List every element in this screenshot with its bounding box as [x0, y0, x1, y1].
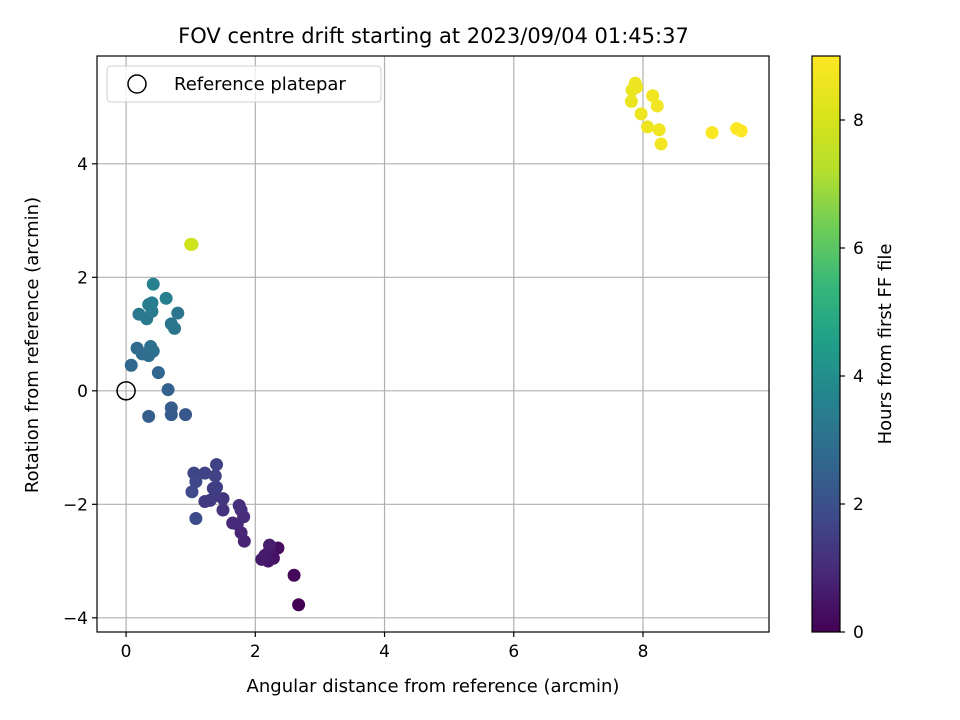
data-point: [641, 120, 655, 134]
colorbar-ticks: 0 2 4 6 8: [840, 111, 864, 643]
data-point: [159, 291, 173, 305]
y-axis-ticks: −4 −2 0 2 4: [63, 155, 97, 629]
data-point: [624, 94, 638, 108]
data-point: [208, 469, 222, 483]
data-point: [216, 503, 230, 517]
data-point: [144, 340, 158, 354]
data-point: [734, 124, 748, 138]
data-point: [255, 552, 269, 566]
y-tick-label: 0: [77, 382, 88, 402]
y-axis-label: Rotation from reference (arcmin): [22, 197, 43, 493]
x-tick-label: 0: [121, 642, 132, 662]
data-point: [151, 366, 165, 380]
data-point: [185, 237, 199, 251]
x-tick-label: 6: [508, 642, 519, 662]
legend-marker-reference-platepar: [127, 74, 147, 94]
colorbar: 0 2 4 6 8 Hours from first FF file: [811, 55, 896, 643]
reference-platepar-marker: [116, 381, 136, 401]
legend: Reference platepar: [106, 65, 382, 103]
colorbar-frame: [811, 55, 841, 633]
data-point: [210, 480, 224, 494]
x-tick-label: 4: [379, 642, 390, 662]
y-tick-label: −2: [63, 495, 88, 515]
colorbar-tick-label: 0: [853, 623, 864, 643]
legend-box: [106, 65, 382, 103]
plot-frame: [96, 55, 770, 633]
data-point: [168, 321, 182, 335]
data-point: [164, 401, 178, 415]
data-point: [292, 598, 306, 612]
plot-area: 0 2 4 6 8 −4 −2 0 2 4: [63, 55, 770, 662]
colorbar-tick-label: 6: [853, 239, 864, 259]
x-tick-label: 8: [638, 642, 649, 662]
data-points: [124, 76, 748, 612]
data-point: [226, 516, 240, 530]
data-point: [179, 408, 193, 422]
y-tick-label: 2: [77, 268, 88, 288]
colorbar-tick-label: 4: [853, 367, 864, 387]
data-point: [628, 76, 642, 90]
colorbar-label: Hours from first FF file: [875, 244, 896, 445]
colorbar-gradient: [812, 56, 840, 632]
data-point: [654, 137, 668, 151]
data-point: [145, 296, 159, 310]
data-point: [171, 306, 185, 320]
data-point: [287, 568, 301, 582]
data-point: [189, 512, 203, 526]
data-point: [161, 383, 175, 397]
data-point: [146, 277, 160, 291]
legend-label-reference-platepar: Reference platepar: [174, 74, 346, 95]
grid-lines: [97, 56, 769, 632]
x-axis-ticks: 0 2 4 6 8: [121, 632, 649, 662]
data-point: [232, 498, 246, 512]
x-tick-label: 2: [250, 642, 261, 662]
colorbar-tick-label: 2: [853, 495, 864, 515]
chart-title: FOV centre drift starting at 2023/09/04 …: [178, 24, 689, 48]
data-point: [198, 466, 212, 480]
colorbar-tick-label: 8: [853, 111, 864, 131]
data-point: [210, 458, 224, 472]
data-point: [189, 475, 203, 489]
data-point: [652, 123, 666, 137]
data-point: [185, 485, 199, 499]
data-point: [705, 126, 719, 140]
data-point: [634, 107, 648, 121]
y-tick-label: −4: [63, 609, 88, 629]
x-axis-label: Angular distance from reference (arcmin): [247, 676, 620, 697]
data-point: [646, 89, 660, 103]
data-point: [650, 99, 664, 113]
data-point: [142, 409, 156, 423]
data-point: [124, 358, 138, 372]
data-point: [263, 538, 277, 552]
y-tick-label: 4: [77, 155, 88, 175]
data-point: [198, 494, 212, 508]
